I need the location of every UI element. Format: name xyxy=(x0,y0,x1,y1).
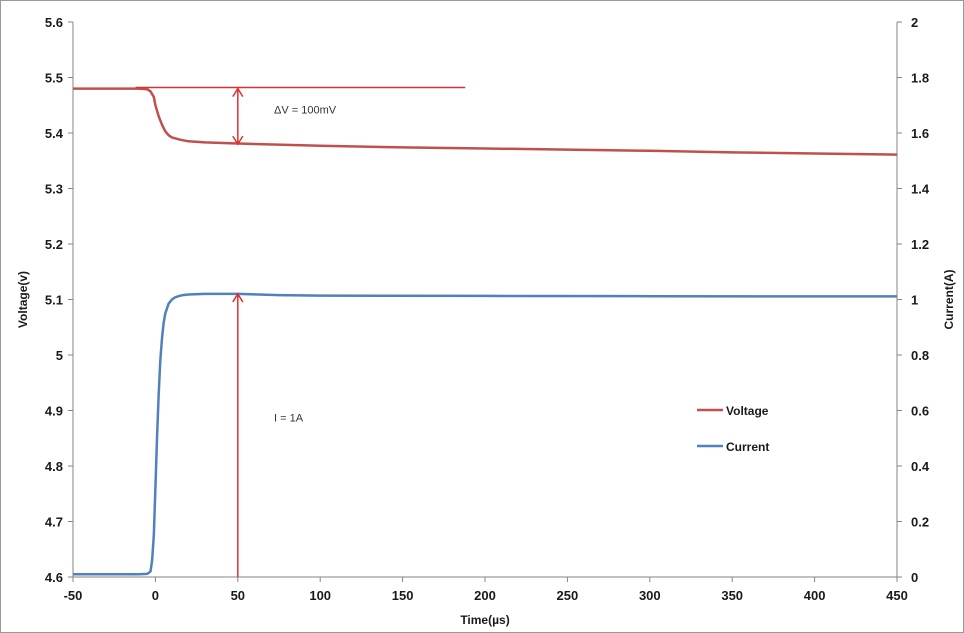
y2-tick-label: 0.4 xyxy=(911,459,930,474)
x-tick-label: 450 xyxy=(886,588,908,603)
y-tick-label: 5.2 xyxy=(45,237,63,252)
legend-label-voltage: Voltage xyxy=(726,404,769,418)
y-tick-label: 5 xyxy=(56,348,63,363)
tick-labels: -50 0 50 100 150 200 250 300 350 400 4504.64.74.84… xyxy=(45,15,930,603)
x-tick-label: 0 xyxy=(152,588,159,603)
arrow-head xyxy=(232,135,244,146)
legend: Voltage Current xyxy=(697,404,769,454)
current-label: I = 1A xyxy=(274,413,304,425)
arrow-head xyxy=(232,87,244,97)
x-axis-label: Time(µs) xyxy=(460,613,509,627)
y-tick-label: 5.5 xyxy=(45,71,63,86)
series-line-voltage xyxy=(73,87,898,156)
y-tick-label: 4.9 xyxy=(45,404,63,419)
y2-tick-label: 1.2 xyxy=(911,237,929,252)
x-tick-label: 250 xyxy=(557,588,579,603)
x-tick-label: 200 xyxy=(474,588,496,603)
y-axis-label: Voltage(v) xyxy=(16,271,30,328)
legend-label-current: Current xyxy=(726,440,769,454)
y-tick-label: 5.4 xyxy=(45,126,64,141)
x-tick-label: 350 xyxy=(721,588,743,603)
x-tick-label: 400 xyxy=(804,588,826,603)
delta-v-label: ΔV = 100mV xyxy=(274,105,337,117)
y-tick-label: 4.7 xyxy=(45,515,63,530)
y2-tick-label: 1.4 xyxy=(911,182,930,197)
axes-group xyxy=(68,21,902,582)
y2-tick-label: 0.2 xyxy=(911,515,929,530)
y-tick-label: 5.1 xyxy=(45,293,63,308)
y-tick-label: 5.3 xyxy=(45,182,63,197)
series-group xyxy=(73,87,898,576)
y2-tick-label: 1.6 xyxy=(911,126,929,141)
x-tick-label: -50 xyxy=(64,588,83,603)
x-tick-label: 300 xyxy=(639,588,661,603)
y2-tick-label: 0 xyxy=(911,570,918,585)
y2-tick-label: 0.8 xyxy=(911,348,929,363)
y2-tick-label: 1 xyxy=(911,293,918,308)
x-tick-label: 150 xyxy=(392,588,414,603)
arrow-head xyxy=(232,292,244,303)
x-tick-label: 100 xyxy=(309,588,331,603)
current-arrow xyxy=(232,292,244,577)
y2-tick-label: 0.6 xyxy=(911,404,929,419)
y-tick-label: 5.6 xyxy=(45,15,63,30)
y-tick-label: 4.6 xyxy=(45,570,63,585)
series-line-current xyxy=(73,292,897,576)
y2-axis-label: Current(A) xyxy=(942,270,956,330)
y2-tick-label: 1.8 xyxy=(911,71,929,86)
y2-tick-label: 2 xyxy=(911,15,918,30)
x-tick-label: 50 xyxy=(231,588,245,603)
delta-v-arrow xyxy=(232,87,244,146)
annotations-group: ΔV = 100mV I = 1A xyxy=(135,86,466,577)
y-tick-label: 4.8 xyxy=(45,459,63,474)
